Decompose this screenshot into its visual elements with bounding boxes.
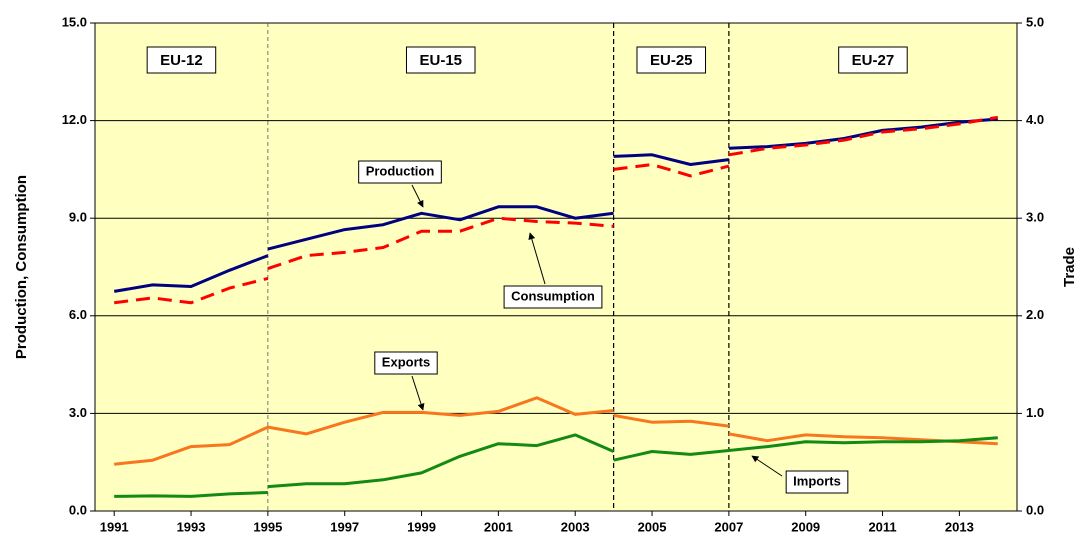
x-tick-label: 1993 [177,519,206,534]
period-label-box [838,46,908,74]
y-tick-label: 3.0 [69,405,87,420]
y2-tick-label: 3.0 [1026,210,1044,225]
annotation-arrow [411,375,425,411]
y-tick-label: 0.0 [69,502,87,517]
plot-area [95,23,1017,511]
period-label: EU-25 [650,52,693,69]
y2-tick-label: 1.0 [1026,405,1044,420]
annotation-box [785,470,849,494]
x-tick-label: 2007 [714,519,743,534]
y2-tick-label: 4.0 [1026,112,1044,127]
y2-tick-label: 0.0 [1026,502,1044,517]
series-line [113,117,998,293]
annotation: Production [366,163,435,178]
period-label-box [636,46,707,74]
period-label-box [146,46,217,74]
period-label: EU-12 [160,52,203,69]
x-tick-label: 1997 [330,519,359,534]
y-tick-label: 15.0 [62,14,87,29]
annotation: Exports [382,354,430,369]
annotation-box [503,285,603,309]
x-tick-label: 1999 [407,519,436,534]
period-label: EU-15 [419,52,462,69]
y2-tick-label: 5.0 [1026,14,1044,29]
annotation-box [374,351,438,375]
annotation-arrow [751,455,783,477]
annotation-arrow [411,184,424,208]
annotation: Consumption [511,288,595,303]
series-line [114,115,999,305]
x-tick-label: 1995 [253,519,282,534]
period-label-box [405,46,476,74]
period-label: EU-27 [852,52,895,69]
x-tick-label: 2003 [561,519,590,534]
y-tick-label: 9.0 [69,210,87,225]
y-tick-label: 12.0 [62,112,87,127]
annotation-arrow [528,232,546,285]
y-axis-title: Production, Consumption [13,175,30,359]
annotation: Imports [793,473,841,488]
x-tick-label: 2011 [868,519,896,534]
x-tick-label: 2001 [484,519,513,534]
x-tick-label: 2005 [638,519,667,534]
annotation-box [358,160,442,184]
series-line [114,433,998,498]
y2-tick-label: 2.0 [1026,307,1044,322]
y2-axis-title: Trade [1061,247,1078,287]
x-tick-label: 1991 [100,519,129,534]
y-tick-label: 6.0 [69,307,87,322]
x-tick-label: 2009 [791,519,820,534]
x-tick-label: 2013 [945,519,974,534]
